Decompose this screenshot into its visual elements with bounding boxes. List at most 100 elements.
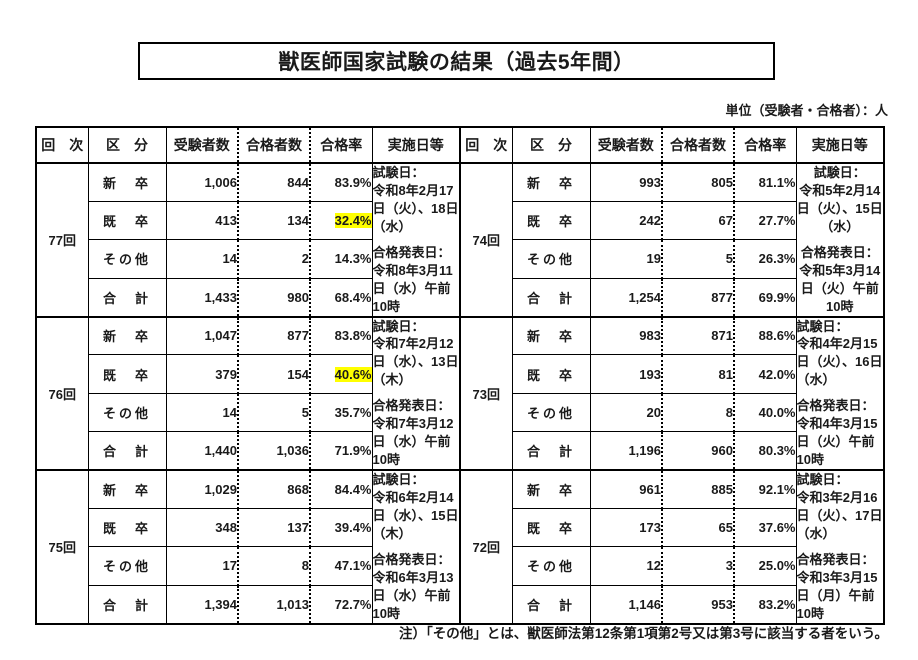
- examinees-cell: 17: [165, 546, 239, 586]
- result-date-label: 合格発表日：: [372, 551, 451, 567]
- table-row: 既 卒 379 154 40.6% 既 卒 193 81 42.0%: [36, 354, 884, 394]
- exam-date-label: 試験日：: [796, 318, 849, 334]
- passrate-cell: 71.9%: [309, 431, 373, 471]
- passrate-value: 40.0%: [758, 404, 796, 420]
- kubun-cell: その他: [511, 239, 591, 279]
- dates-cell-left: 試験日： 令和6年2月14日（水）、15日（木） 合格発表日： 令和6年3月13日（水…: [371, 469, 461, 624]
- table-row: 77回新 卒 1,006 844 83.9% 試験日： 令和8年2月17日（火）、18日（…: [35, 161, 885, 317]
- passers-cell: 877: [237, 315, 311, 356]
- exam-date-value: 令和3年2月16日（火）、17日（水）: [796, 489, 883, 541]
- passrate-cell: 42.0%: [733, 354, 797, 394]
- table-row: 合 計 1,440 1,036 71.9% 合 計 1,196 960 80.3%: [36, 431, 884, 471]
- passers-cell: 8: [661, 392, 735, 433]
- kubun-cell: 既 卒: [87, 354, 167, 394]
- passers-cell: 885: [661, 468, 735, 509]
- dates-cell-left: 試験日： 令和8年2月17日（火）、18日（水） 合格発表日： 令和8年3月11日（水…: [371, 162, 461, 317]
- header-dates-right: 実施日等: [795, 126, 885, 164]
- result-date-label: 合格発表日：: [796, 398, 875, 414]
- passers-cell: 137: [237, 507, 311, 548]
- table-row: その他 14 5 35.7% その他 20 8 40.0%: [36, 392, 884, 433]
- kubun-cell: 新 卒: [87, 315, 167, 356]
- passrate-value: 84.4%: [334, 481, 372, 497]
- examinees-cell: 173: [589, 507, 663, 548]
- passrate-value: 69.9%: [758, 289, 796, 305]
- passers-cell: 877: [661, 277, 735, 318]
- examinees-cell: 14: [165, 239, 239, 279]
- examinees-cell: 379: [165, 354, 239, 394]
- exam-date-label: 試験日：: [372, 318, 425, 334]
- passrate-value: 81.1%: [758, 174, 796, 190]
- passers-cell: 805: [661, 161, 735, 202]
- exam-date-value: 令和6年2月14日（水）、15日（木）: [372, 489, 459, 541]
- passrate-value: 68.4%: [334, 289, 372, 305]
- kubun-cell: 新 卒: [87, 161, 167, 202]
- page-title-box: 獣医師国家試験の結果（過去5年間）: [138, 42, 775, 80]
- examinees-cell: 14: [165, 392, 239, 433]
- table-row: その他 17 8 47.1% その他 12 3 25.0%: [36, 546, 884, 586]
- passrate-cell: 47.1%: [309, 546, 373, 586]
- kubun-cell: その他: [511, 392, 591, 433]
- passrate-value: 83.8%: [334, 328, 372, 344]
- kaiji-cell-right: 74回: [459, 162, 513, 317]
- table-row: 合 計 1,394 1,013 72.7% 合 計 1,146 953 83.2%: [36, 584, 884, 625]
- result-date-label: 合格発表日：: [800, 244, 879, 260]
- passers-cell: 65: [661, 507, 735, 548]
- passrate-cell: 26.3%: [733, 239, 797, 279]
- date-spacer: [797, 543, 884, 551]
- exam-date-value: 令和7年2月12日（水）、13日（木）: [372, 336, 459, 388]
- exam-date-label: 試験日：: [813, 165, 866, 180]
- header-passrate-right: 合格率: [733, 126, 797, 164]
- passers-cell: 67: [661, 200, 735, 241]
- header-kaiji-right: 回 次: [459, 126, 513, 164]
- passers-cell: 844: [237, 161, 311, 202]
- kubun-cell: 新 卒: [511, 161, 591, 202]
- result-date-value: 令和4年3月15日（火）午前10時: [796, 416, 878, 468]
- passrate-value: 80.3%: [758, 443, 796, 459]
- result-date-label: 合格発表日：: [372, 398, 451, 414]
- passrate-cell: 32.4%: [309, 200, 373, 241]
- date-spacer: [373, 543, 460, 551]
- passers-cell: 953: [661, 584, 735, 625]
- exam-date-label: 試験日：: [796, 472, 849, 487]
- passers-cell: 3: [661, 546, 735, 586]
- table-row: 既 卒 413 134 32.4% 既 卒 242 67 27.7%: [36, 200, 884, 241]
- date-spacer: [373, 236, 460, 244]
- kaiji-cell-left: 76回: [35, 315, 89, 471]
- passrate-value: 26.3%: [758, 251, 796, 267]
- header-kubun-left: 区 分: [87, 126, 167, 164]
- passrate-cell: 25.0%: [733, 546, 797, 586]
- passrate-cell: 83.2%: [733, 584, 797, 625]
- examinees-cell: 19: [589, 239, 663, 279]
- examinees-cell: 1,196: [589, 431, 663, 471]
- passrate-cell: 69.9%: [733, 277, 797, 318]
- examinees-cell: 993: [589, 161, 663, 202]
- passers-cell: 980: [237, 277, 311, 318]
- kubun-cell: 既 卒: [511, 507, 591, 548]
- kubun-cell: 既 卒: [511, 200, 591, 241]
- kubun-cell: その他: [87, 392, 167, 433]
- kubun-cell: 合 計: [511, 431, 591, 471]
- examinees-cell: 348: [165, 507, 239, 548]
- examinees-cell: 1,029: [165, 468, 239, 509]
- examinees-cell: 1,254: [589, 277, 663, 318]
- unit-note: 単位（受験者・合格者）：人: [725, 103, 888, 118]
- passrate-cell: 80.3%: [733, 431, 797, 471]
- passers-cell: 1,036: [237, 431, 311, 471]
- header-dates-left: 実施日等: [371, 126, 461, 164]
- exam-date-value: 令和4年2月15日（火）、16日（水）: [796, 336, 883, 388]
- date-spacer: [797, 236, 884, 244]
- passrate-cell: 35.7%: [309, 392, 373, 433]
- kubun-cell: 合 計: [87, 584, 167, 625]
- passrate-value: 92.1%: [758, 481, 796, 497]
- passers-cell: 868: [237, 468, 311, 509]
- date-spacer: [373, 389, 460, 397]
- passrate-cell: 40.0%: [733, 392, 797, 433]
- passrate-value: 83.2%: [758, 596, 796, 612]
- examinees-cell: 1,433: [165, 277, 239, 318]
- dates-cell-right: 試験日： 令和3年2月16日（火）、17日（水） 合格発表日： 令和3年3月15日（月…: [795, 469, 885, 624]
- passers-cell: 81: [661, 354, 735, 394]
- exam-date-label: 試験日：: [372, 472, 425, 487]
- passrate-value: 14.3%: [334, 251, 372, 267]
- passrate-cell: 83.9%: [309, 161, 373, 202]
- header-kubun-right: 区 分: [511, 126, 591, 164]
